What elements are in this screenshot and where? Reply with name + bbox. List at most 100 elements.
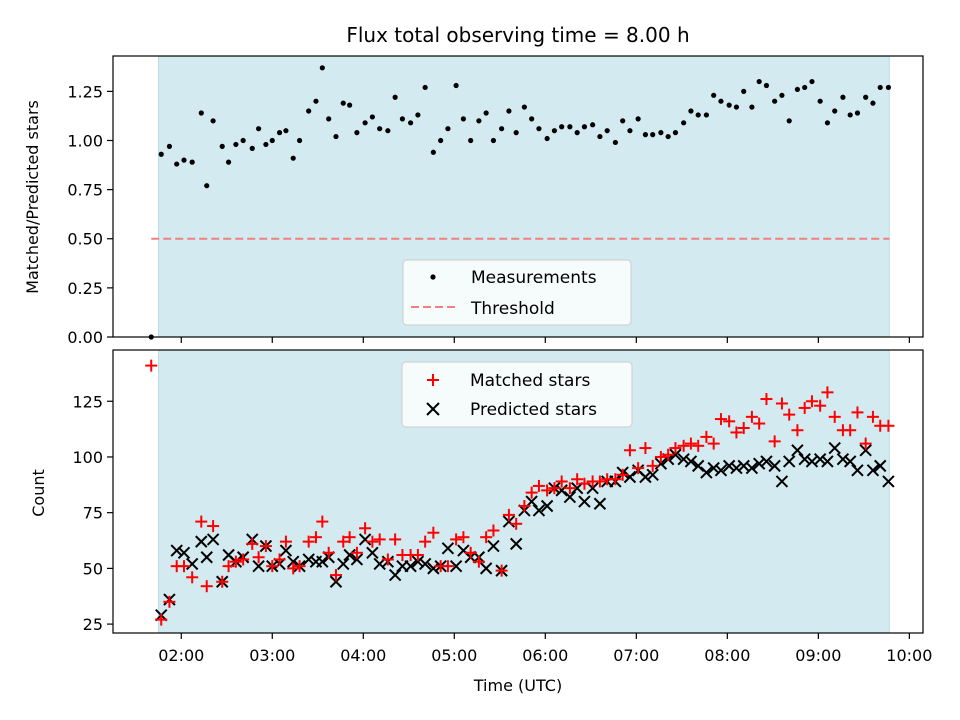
y-tick-label: 75 [83,504,103,523]
measurement-point [483,110,489,116]
matched-star-point [654,450,667,463]
predicted-star-point [578,495,591,508]
predicted-star-point [859,444,872,457]
measurement-point [642,132,649,138]
measurement-point [635,116,641,122]
x-tick-label: 10:00 [886,646,932,665]
x-tick-label: 04:00 [340,646,386,665]
measurement-point [319,65,325,71]
measurement-point [369,114,375,120]
measurement-point [445,126,451,132]
ratio-x-axis [180,337,910,343]
matched-star-point [343,531,356,544]
predicted-star-point [851,464,864,477]
y-tick-label: 125 [72,392,103,411]
measurement-point [415,112,421,118]
ratio-y-axis: 0.00 0.25 0.50 0.75 1.00 1.25 [67,82,113,347]
matched-star-point [216,575,229,588]
measurement-point [296,137,303,144]
measurements-legend-label: Measurements [471,268,597,288]
matched-star-point [329,569,342,582]
measurement-point [733,104,740,110]
matched-star-point [195,515,208,528]
measurement-point [326,116,332,122]
matched-star-point [768,435,781,448]
measurement-point [756,78,762,85]
measurement-point [794,86,801,93]
predicted-star-point [388,568,402,582]
measurements-series [148,65,892,340]
matched-star-point [302,535,315,548]
measurement-point [513,130,519,136]
measurement-point [544,135,550,142]
predicted-star-point [813,452,827,466]
measurement-point [453,82,459,89]
x-tick-label: 08:00 [704,646,750,665]
matched-star-point [207,520,220,533]
matched-star-point [427,526,440,539]
predicted-star-point [532,504,546,517]
predicted-star-point [195,535,208,548]
measurement-point [885,84,892,91]
predicted-star-point [843,455,857,468]
matched-star-point [723,415,736,428]
predicted-star-point [768,459,781,473]
matched-star-point [760,393,773,406]
measurement-point [802,84,808,91]
matched-star-point [419,535,432,548]
matched-star-point [337,535,350,548]
matched-star-point [578,477,591,490]
count-panel: 25 50 75 100 125 02:00 03:00 04:00 05:00 06:00 07… [29,349,932,695]
matched-star-point [745,410,758,423]
matched-star-point [805,395,818,408]
ratio-legend: Measurements Threshold [402,259,632,326]
measurement-point [658,130,664,136]
predicted-star-point [677,452,690,466]
predicted-star-point [684,455,698,468]
measurement-point [249,145,255,151]
x-tick-label: 09:00 [795,646,841,665]
matched-star-point [464,546,477,559]
matched-star-point [252,551,265,564]
y-tick-label: 25 [83,615,103,634]
matched-star-point [700,430,713,443]
y-tick-label: 0.25 [67,279,103,298]
measurement-point [158,151,164,157]
matched-star-point [266,560,279,573]
matched-star-point [548,482,561,495]
predicted-star-point [404,559,417,573]
predicted-star-point [252,559,265,573]
predicted-legend-label: Predicted stars [470,400,597,420]
measurement-point [581,124,588,130]
y-tick-label: 50 [83,559,103,578]
measurement-point [877,84,883,91]
measurement-point [536,126,542,132]
matched-star-point [177,560,190,573]
measurement-point [362,120,368,126]
matched-star-point [593,475,606,488]
matched-star-point [882,419,895,432]
measurement-point [726,102,732,108]
matched-star-point [851,406,864,419]
measurement-point [612,139,618,146]
x-tick-label: 07:00 [613,646,659,665]
measurement-point [225,159,232,165]
measurement-point [688,108,694,114]
predicted-star-point [836,452,850,466]
measurement-point [189,159,195,165]
matched-star-point [350,546,363,559]
measurement-point [824,120,831,126]
measurement-point [204,183,210,189]
predicted-star-point [866,464,880,477]
matched-star-point [541,484,554,497]
predicted-star-point [669,448,682,461]
matched-star-point [669,442,682,455]
predicted-star-point [411,555,425,568]
measurement-point [741,88,747,94]
predicted-star-point [329,575,343,588]
predicted-star-point [646,468,659,481]
predicted-star-point [418,557,432,571]
predicted-star-point [745,461,759,475]
matched-star-point [662,448,675,461]
